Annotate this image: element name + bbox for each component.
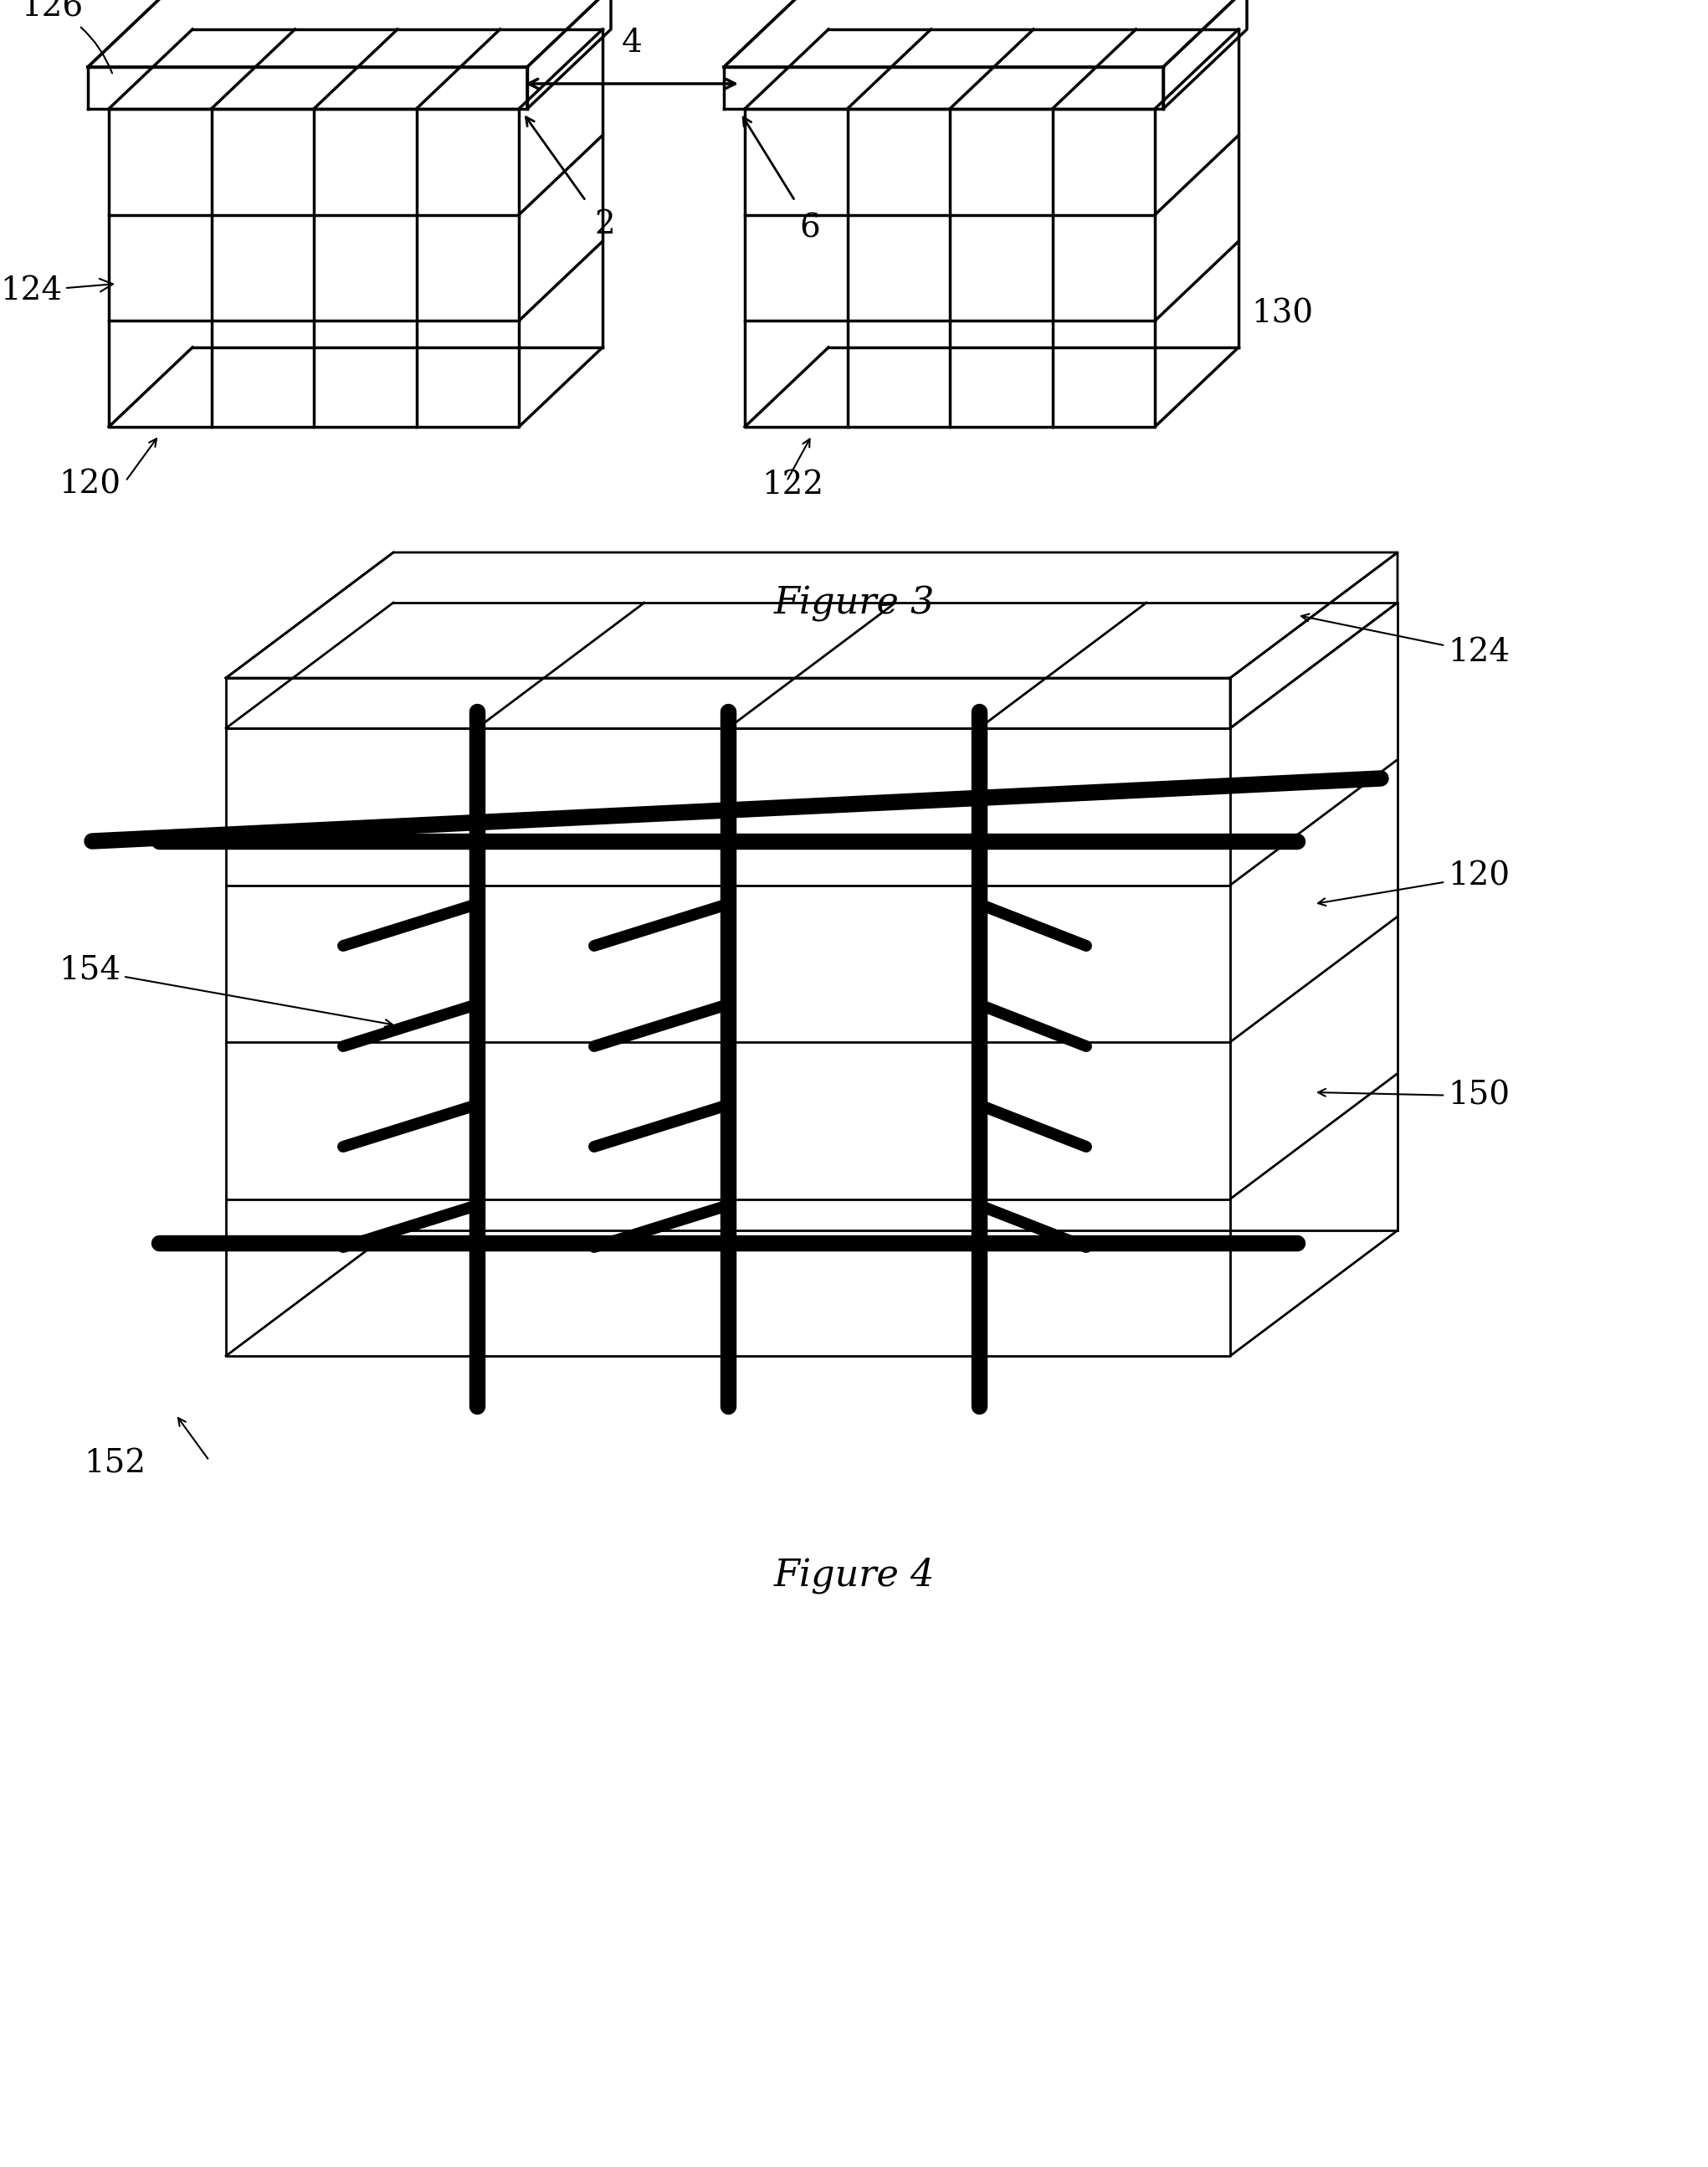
- Text: 150: 150: [1319, 1081, 1510, 1112]
- Text: 124: 124: [0, 275, 113, 306]
- Text: 2: 2: [594, 210, 615, 241]
- Text: 120: 120: [1319, 860, 1510, 906]
- Text: Figure 3: Figure 3: [774, 585, 934, 622]
- Text: 4: 4: [622, 28, 642, 59]
- Text: 126: 126: [20, 0, 113, 74]
- Text: 152: 152: [84, 1450, 145, 1480]
- Text: 122: 122: [762, 470, 823, 501]
- Text: 120: 120: [58, 470, 121, 501]
- Text: 130: 130: [1250, 299, 1313, 329]
- Text: Figure 4: Figure 4: [774, 1556, 934, 1593]
- Text: 124: 124: [1301, 613, 1510, 667]
- Text: 6: 6: [799, 212, 820, 245]
- Text: 154: 154: [58, 956, 393, 1027]
